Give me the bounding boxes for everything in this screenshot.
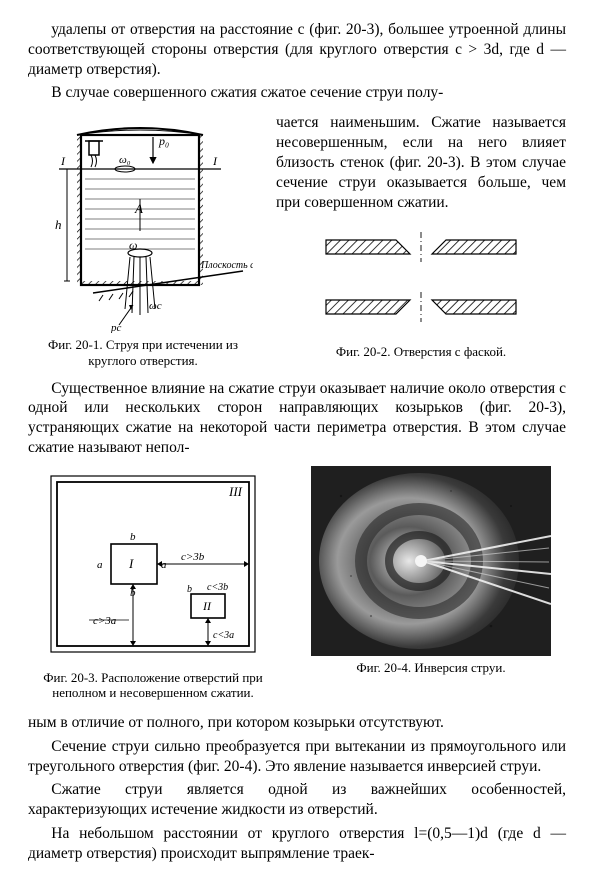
para-6: Сжатие струи является одной из важнейших… — [28, 780, 566, 820]
fig-20-3-caption: Фиг. 20-3. Расположение отверстий при не… — [28, 670, 278, 701]
fig-20-1-caption: Фиг. 20-1. Струя при истечении из кругло… — [28, 337, 258, 368]
para-2-wrap: чается наименьшим. Сжатие называется нес… — [276, 113, 566, 212]
figure-row-2: III I a a b b c>3b c>3a II b c<3b — [28, 466, 566, 701]
fig-20-2: Фиг. 20-2. Отверстия с фаской. — [316, 230, 526, 360]
figure-row-1: p₀ I I ω₀ A ω — [28, 113, 566, 368]
label-p0: p₀ — [158, 134, 169, 148]
fig-20-3: III I a a b b c>3b c>3a II b c<3b — [28, 466, 278, 701]
svg-text:b: b — [187, 584, 192, 595]
label-I-right: I — [212, 154, 218, 168]
fig-20-1: p₀ I I ω₀ A ω — [28, 113, 258, 368]
fig-20-2-svg — [316, 230, 526, 340]
label-pc: pc — [110, 322, 122, 333]
label-I-box: I — [128, 556, 134, 571]
label-c3a: c>3a — [93, 615, 117, 627]
para-7: На небольшом расстоянии от круглого отве… — [28, 824, 566, 864]
label-clt3a: c<3a — [213, 630, 234, 641]
label-II: II — [202, 599, 212, 613]
para-1: удалепы от отверстия на расстояние c (фи… — [28, 20, 566, 79]
label-clt3b: c<3b — [207, 582, 228, 593]
label-omega0: ω₀ — [119, 154, 131, 166]
fig-20-3-svg: III I a a b b c>3b c>3a II b c<3b — [33, 466, 273, 666]
fig-20-4: Фиг. 20-4. Инверсия струи. — [296, 466, 566, 676]
fig-20-2-caption: Фиг. 20-2. Отверстия с фаской. — [336, 344, 506, 360]
label-omega: ω — [129, 238, 137, 252]
label-h: h — [55, 217, 62, 232]
label-I-left: I — [60, 154, 66, 168]
para-2-lead: В случае совершенного сжатия сжатое сече… — [28, 83, 566, 103]
fig-20-4-svg — [311, 466, 551, 656]
label-III: III — [228, 484, 243, 499]
fig-20-4-caption: Фиг. 20-4. Инверсия струи. — [356, 660, 505, 676]
label-ground: Плоскость сравнения — [200, 260, 253, 271]
label-b1: b — [130, 531, 136, 543]
label-c3b: c>3b — [181, 551, 205, 563]
para-3: Существенное влияние на сжатие струи ока… — [28, 379, 566, 458]
fig-20-1-svg: p₀ I I ω₀ A ω — [33, 113, 253, 333]
para-5: Сечение струи сильно преобразуется при в… — [28, 737, 566, 777]
label-a1: a — [97, 559, 103, 571]
label-omega-c: ωc — [149, 300, 162, 312]
label-A: A — [134, 201, 143, 216]
para-4: ным в отличие от полного, при котором ко… — [28, 713, 566, 733]
